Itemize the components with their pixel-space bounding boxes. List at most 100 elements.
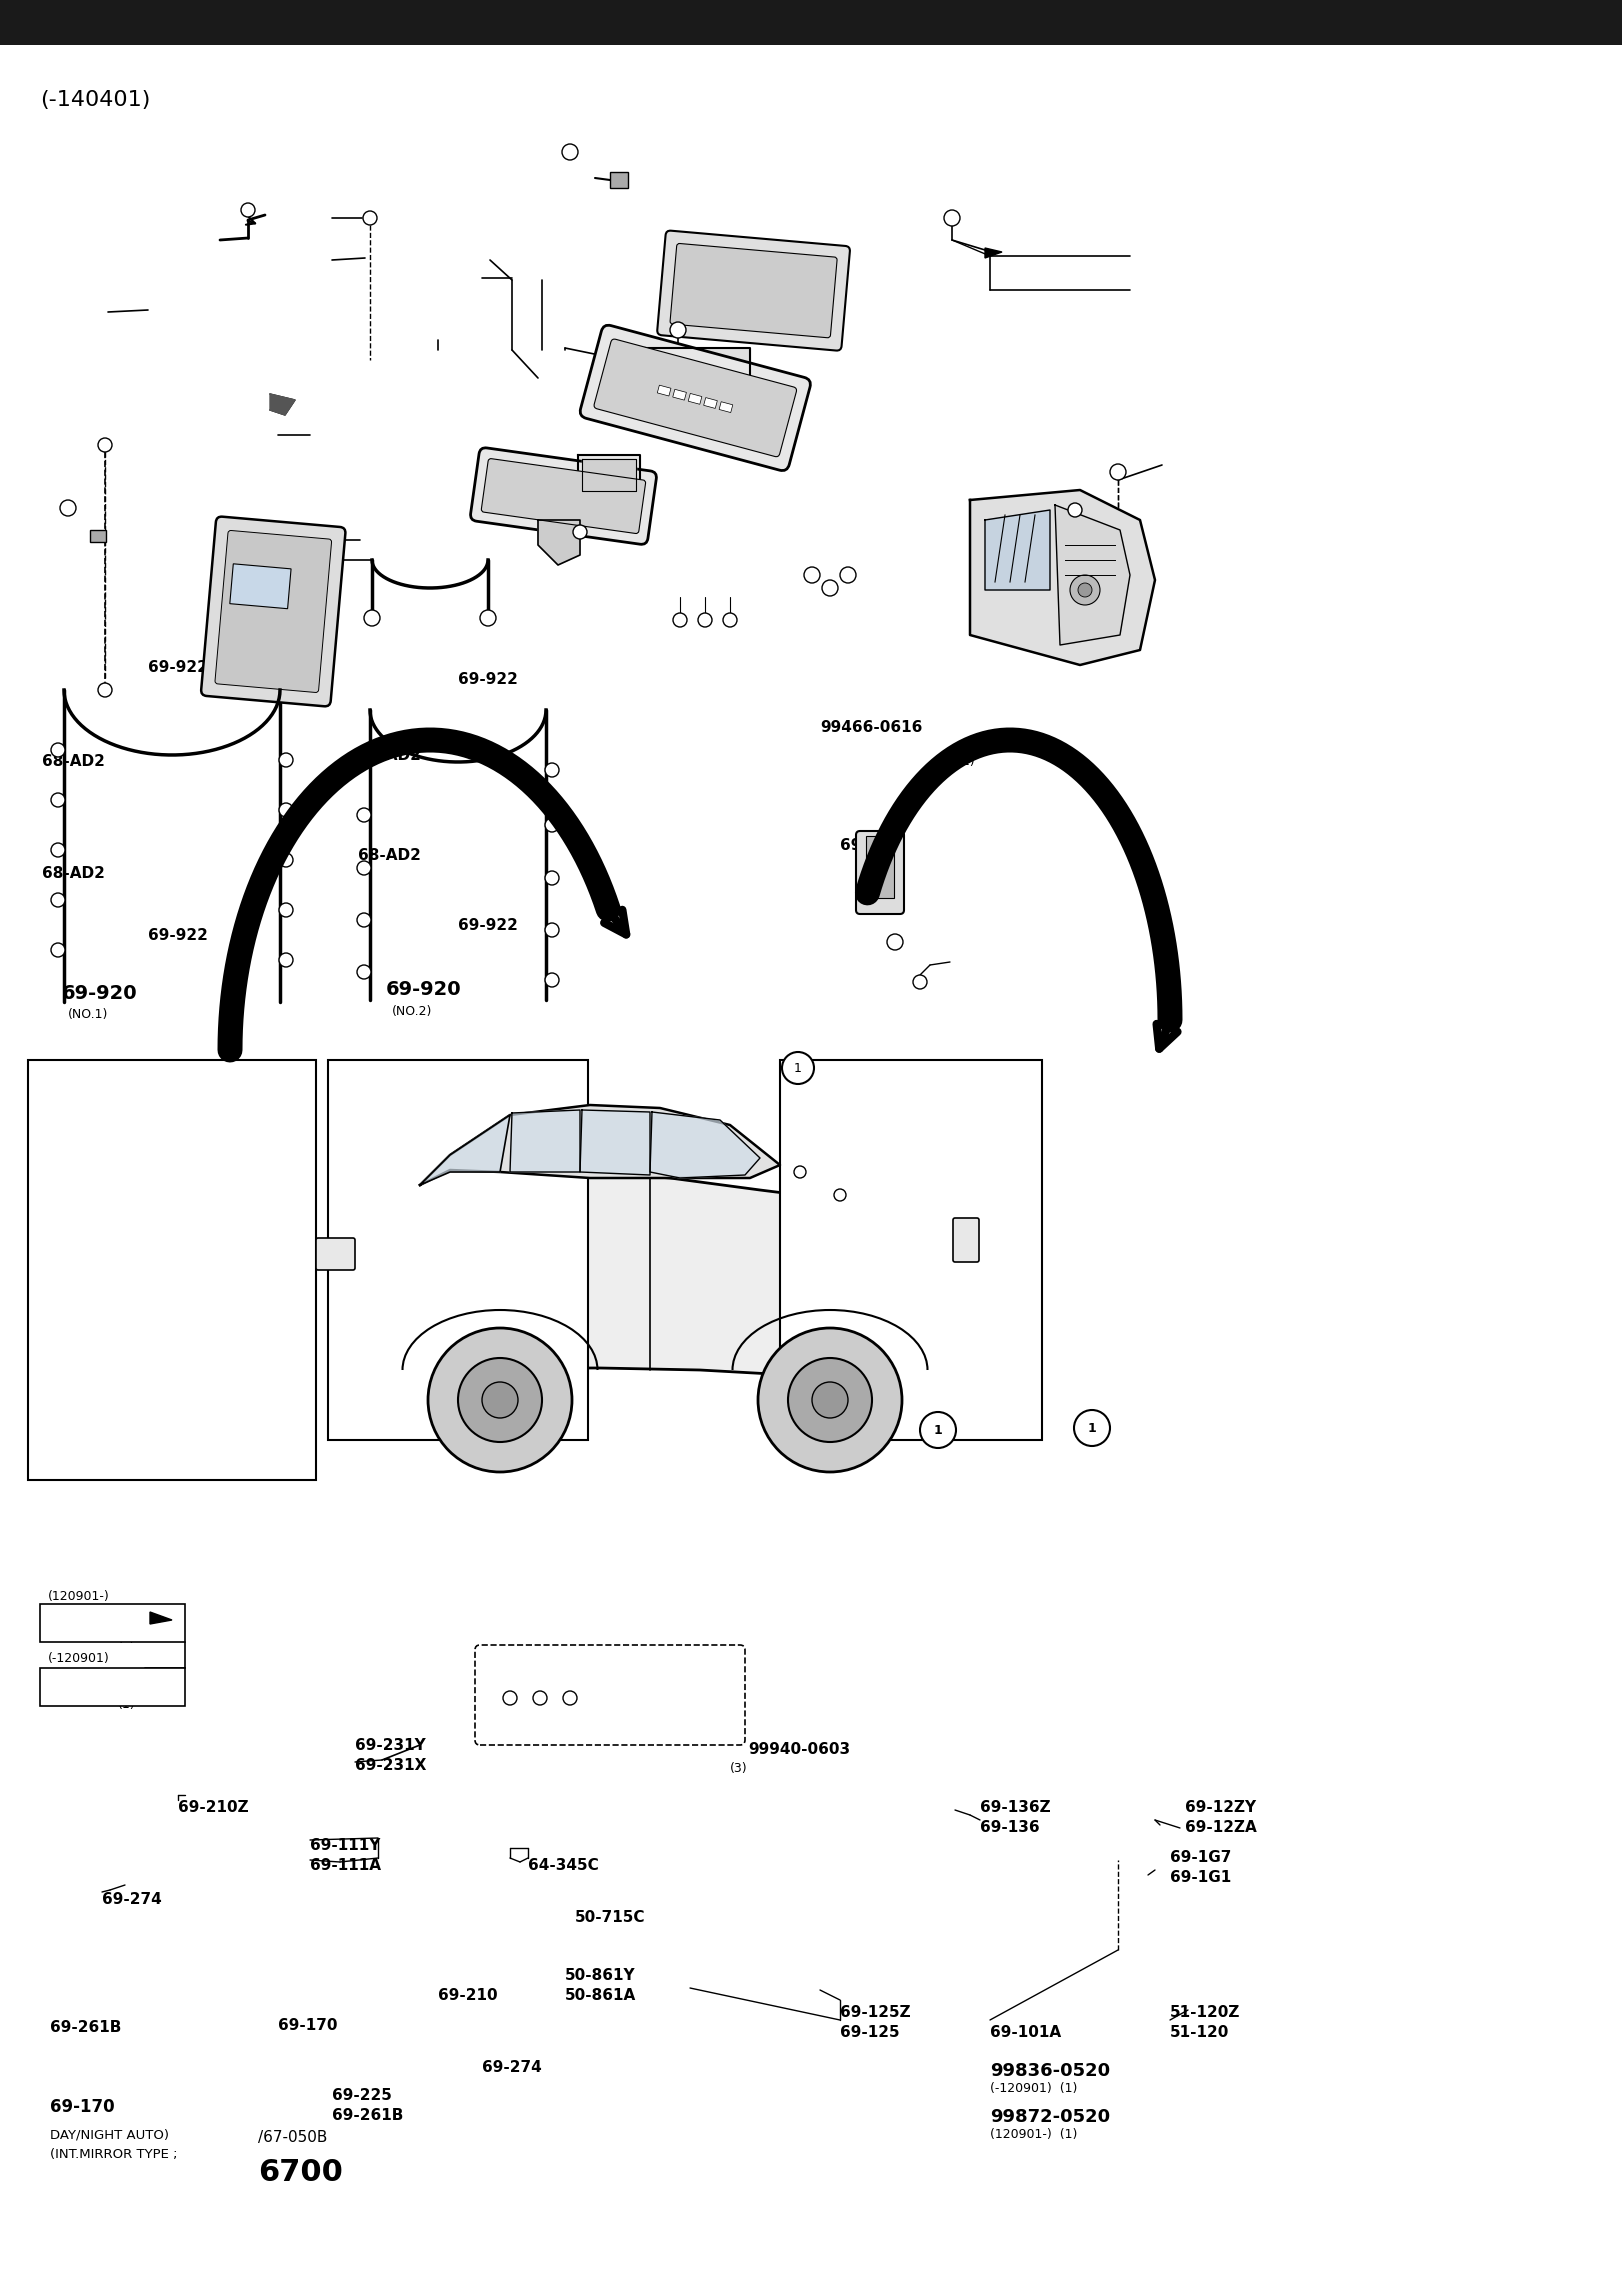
Text: 99466-0616: 99466-0616 bbox=[821, 720, 923, 736]
Circle shape bbox=[279, 952, 294, 966]
Circle shape bbox=[545, 763, 560, 777]
Bar bbox=[704, 399, 717, 408]
FancyBboxPatch shape bbox=[954, 1219, 980, 1262]
Polygon shape bbox=[420, 1105, 780, 1185]
Circle shape bbox=[887, 934, 903, 950]
Text: (NO.2): (NO.2) bbox=[393, 1005, 433, 1018]
Circle shape bbox=[242, 203, 255, 216]
Bar bbox=[719, 401, 733, 412]
Text: 69-170: 69-170 bbox=[50, 2098, 115, 2116]
Text: 99836-0520: 99836-0520 bbox=[49, 1670, 151, 1686]
Text: (1): (1) bbox=[118, 1631, 136, 1645]
Text: 1: 1 bbox=[795, 1062, 801, 1075]
Polygon shape bbox=[582, 458, 636, 492]
Text: 69-225: 69-225 bbox=[333, 2089, 393, 2103]
Text: 69-231X: 69-231X bbox=[355, 1759, 427, 1772]
Circle shape bbox=[573, 524, 587, 540]
Text: 69-125Z: 69-125Z bbox=[840, 2005, 910, 2021]
Circle shape bbox=[279, 804, 294, 818]
Text: 69-261B: 69-261B bbox=[50, 2021, 122, 2034]
Circle shape bbox=[813, 1383, 848, 1417]
Text: 68-AD2: 68-AD2 bbox=[358, 847, 420, 863]
Circle shape bbox=[97, 437, 112, 451]
Polygon shape bbox=[1054, 506, 1131, 645]
Bar bbox=[657, 385, 672, 396]
Text: 69-920: 69-920 bbox=[386, 980, 462, 1000]
Circle shape bbox=[428, 1328, 573, 1472]
Bar bbox=[41, 1604, 185, 1642]
Circle shape bbox=[545, 973, 560, 986]
Text: 69-231Y: 69-231Y bbox=[355, 1738, 425, 1754]
Text: 69-210Z: 69-210Z bbox=[178, 1800, 248, 1816]
Bar bbox=[328, 1059, 589, 1440]
Circle shape bbox=[944, 210, 960, 226]
Text: (3): (3) bbox=[689, 1699, 707, 1713]
Text: 6700: 6700 bbox=[258, 2157, 342, 2187]
Circle shape bbox=[503, 1690, 517, 1704]
Text: 69-922: 69-922 bbox=[457, 918, 517, 934]
Text: 68-AD2: 68-AD2 bbox=[42, 866, 105, 882]
Circle shape bbox=[357, 754, 371, 768]
Text: 68-AD2: 68-AD2 bbox=[358, 747, 420, 763]
Text: 69-12ZA: 69-12ZA bbox=[1186, 1820, 1257, 1836]
Text: 99836-0520: 99836-0520 bbox=[989, 2062, 1109, 2080]
Text: 64-345C: 64-345C bbox=[529, 1859, 599, 1873]
Polygon shape bbox=[269, 394, 295, 415]
Circle shape bbox=[357, 809, 371, 822]
Circle shape bbox=[1071, 574, 1100, 606]
Bar bbox=[41, 1667, 185, 1706]
Circle shape bbox=[920, 1412, 955, 1449]
Circle shape bbox=[788, 1358, 873, 1442]
Text: 69-274: 69-274 bbox=[482, 2059, 542, 2075]
Text: (NO.1): (NO.1) bbox=[68, 1007, 109, 1021]
FancyBboxPatch shape bbox=[670, 244, 837, 337]
Text: 50-861Y: 50-861Y bbox=[564, 1968, 636, 1984]
Circle shape bbox=[1079, 583, 1092, 597]
Text: 69-1G7: 69-1G7 bbox=[1169, 1850, 1231, 1866]
Circle shape bbox=[363, 212, 376, 226]
Circle shape bbox=[697, 613, 712, 626]
FancyBboxPatch shape bbox=[475, 1645, 744, 1745]
Circle shape bbox=[1067, 503, 1082, 517]
Bar bbox=[688, 394, 702, 403]
Circle shape bbox=[482, 1383, 517, 1417]
Text: 69-922: 69-922 bbox=[148, 927, 208, 943]
Text: (1): (1) bbox=[118, 1697, 136, 1711]
Polygon shape bbox=[970, 490, 1155, 665]
Text: 9YA02-A612: 9YA02-A612 bbox=[521, 1679, 623, 1693]
Circle shape bbox=[60, 499, 76, 517]
Bar bbox=[780, 1059, 1041, 1440]
Circle shape bbox=[279, 754, 294, 768]
Text: 69-136Z: 69-136Z bbox=[980, 1800, 1051, 1816]
FancyBboxPatch shape bbox=[316, 1237, 355, 1271]
Polygon shape bbox=[581, 1109, 650, 1175]
Polygon shape bbox=[646, 349, 749, 385]
Text: 69-111A: 69-111A bbox=[310, 1859, 381, 1873]
Text: 69-170: 69-170 bbox=[277, 2018, 337, 2032]
Circle shape bbox=[457, 1358, 542, 1442]
Circle shape bbox=[279, 902, 294, 918]
Circle shape bbox=[50, 793, 65, 806]
Text: DAY/NIGHT AUTO): DAY/NIGHT AUTO) bbox=[50, 2128, 169, 2141]
Polygon shape bbox=[985, 510, 1049, 590]
Circle shape bbox=[795, 1166, 806, 1178]
Text: 69-922: 69-922 bbox=[457, 672, 517, 688]
Text: 50-861A: 50-861A bbox=[564, 1989, 636, 2002]
Circle shape bbox=[50, 943, 65, 957]
Bar bbox=[230, 565, 290, 608]
Text: (-120901): (-120901) bbox=[49, 1652, 110, 1665]
Text: 99940-0603: 99940-0603 bbox=[748, 1743, 850, 1756]
FancyBboxPatch shape bbox=[581, 326, 811, 472]
Bar bbox=[89, 531, 105, 542]
Polygon shape bbox=[539, 519, 581, 565]
Polygon shape bbox=[420, 1114, 509, 1185]
Circle shape bbox=[545, 923, 560, 936]
Polygon shape bbox=[509, 1109, 581, 1171]
Text: 68-AD2: 68-AD2 bbox=[42, 754, 105, 770]
Text: /67-050B: /67-050B bbox=[258, 2130, 328, 2146]
Text: 50-715C: 50-715C bbox=[576, 1909, 646, 1925]
Bar bbox=[866, 836, 894, 898]
Circle shape bbox=[357, 913, 371, 927]
Bar bbox=[28, 1059, 316, 1481]
Bar bbox=[610, 173, 628, 189]
